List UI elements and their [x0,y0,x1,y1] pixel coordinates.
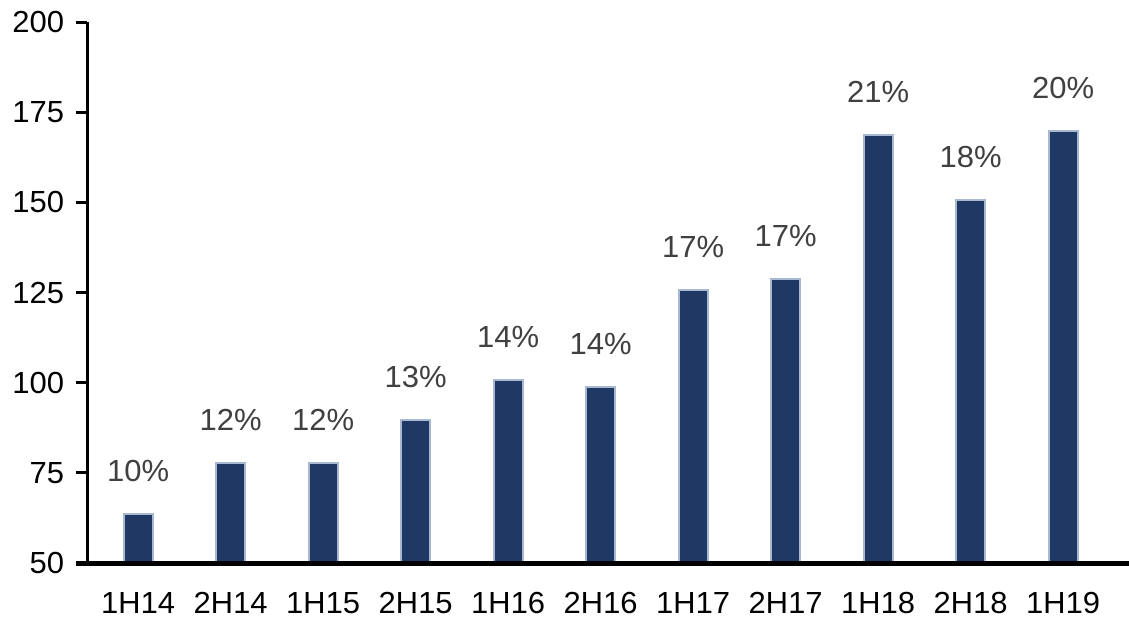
bar-1H19 [1047,130,1079,563]
x-tick-label-2H15: 2H15 [378,585,453,620]
y-tick-label: 75 [29,454,64,490]
bar-2H17 [770,278,801,563]
bar-label-2H16: 14% [569,326,632,362]
x-tick-label-2H18: 2H18 [933,585,1008,620]
bar-2H18 [955,198,986,563]
y-tick-label: 200 [12,4,64,39]
x-axis-line [76,561,1129,566]
bar-label-2H14: 12% [199,402,262,437]
y-tick-label: 125 [12,274,64,310]
x-tick-label-1H16: 1H16 [470,585,546,620]
bar-2H16 [585,386,616,563]
x-tick-label-1H17: 1H17 [655,585,731,620]
y-tick-mark [76,20,87,24]
bar-label-2H18: 18% [939,138,1002,174]
bar-1H17 [677,288,709,563]
y-tick-mark [76,200,87,204]
x-tick-label-1H15: 1H15 [285,585,361,620]
bar-label-1H19: 20% [1031,70,1095,106]
x-tick-label-2H17: 2H17 [748,585,823,620]
bar-2H15 [400,418,431,563]
x-tick-label-1H19: 1H19 [1025,585,1101,620]
y-tick-label: 100 [12,364,64,400]
bar-label-1H17: 17% [661,228,725,264]
bar-1H16 [492,379,524,563]
x-tick-label-2H14: 2H14 [193,585,268,620]
bar-label-1H16: 14% [476,319,540,355]
bar-1H15 [307,462,339,563]
bar-1H14 [122,512,154,563]
y-tick-mark [76,110,87,114]
y-axis-line [86,22,89,565]
y-tick-mark [76,291,87,294]
y-tick-label: 150 [12,184,64,220]
y-tick-label: 175 [12,94,64,130]
bar-1H18 [862,133,894,563]
bar-label-2H17: 17% [754,218,817,254]
bar-2H14 [215,462,246,563]
y-tick-mark [76,381,87,385]
bar-label-1H15: 12% [291,402,355,437]
bar-label-1H14: 10% [106,452,170,488]
x-tick-label-1H18: 1H18 [840,585,916,620]
bar-label-2H15: 13% [384,358,447,394]
y-tick-label: 50 [29,545,64,580]
y-tick-mark [76,471,87,475]
x-tick-label-1H14: 1H14 [100,585,176,620]
bar-label-1H18: 21% [846,73,910,109]
x-tick-label-2H16: 2H16 [563,585,638,620]
